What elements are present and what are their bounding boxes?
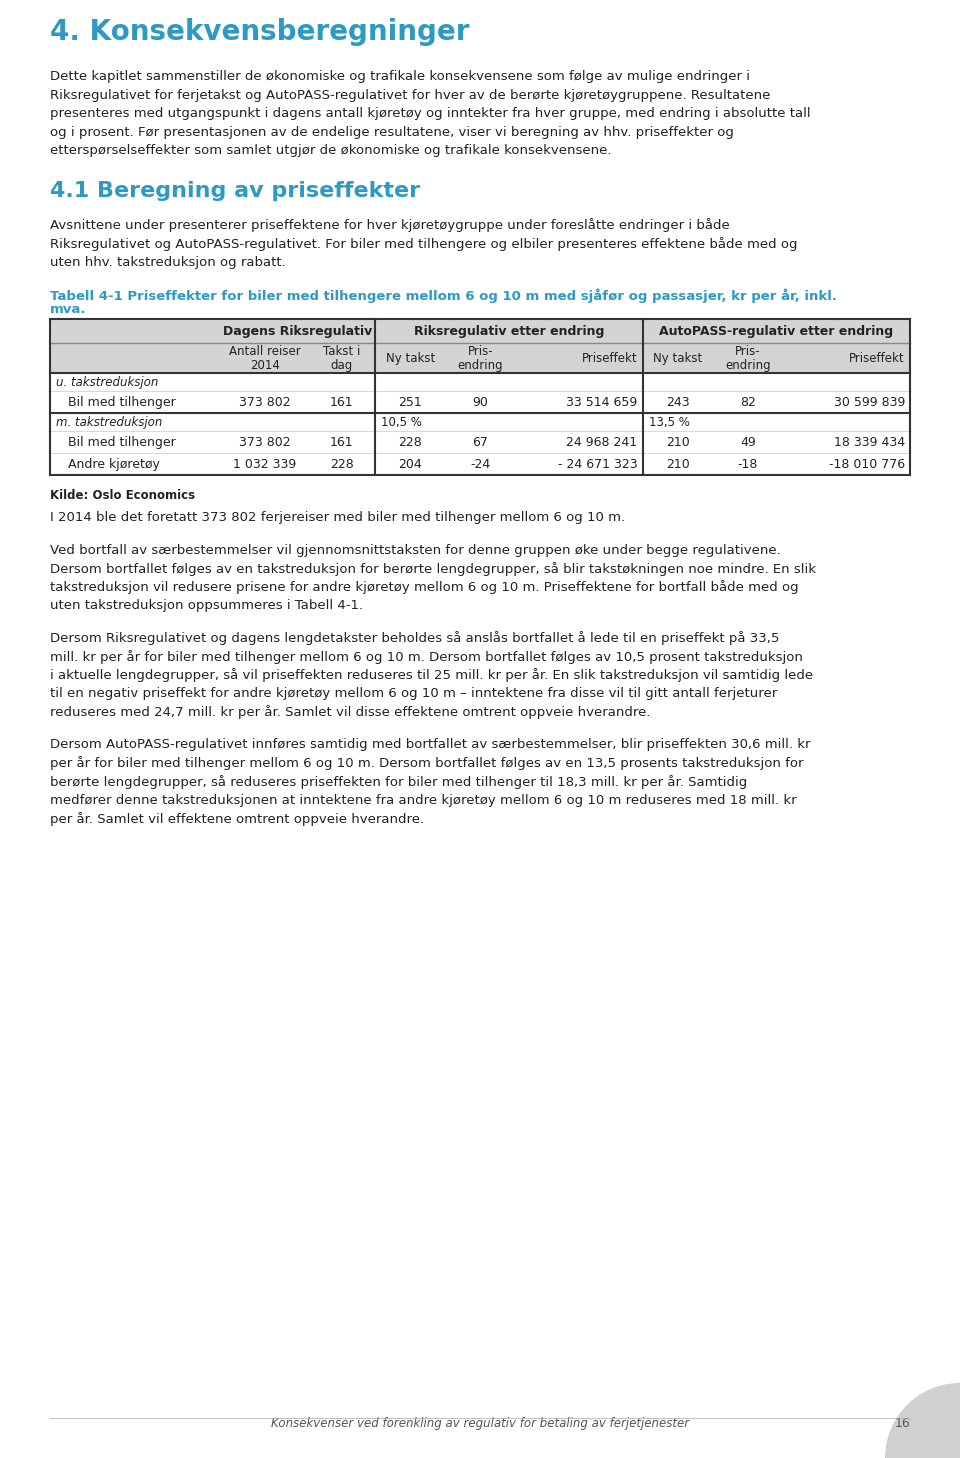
Text: Konsekvenser ved forenkling av regulativ for betaling av ferjetjenester: Konsekvenser ved forenkling av regulativ… [271,1417,689,1430]
Text: Dette kapitlet sammenstiller de økonomiske og trafikale konsekvensene som følge : Dette kapitlet sammenstiller de økonomis… [50,70,750,83]
Text: per år. Samlet vil effektene omtrent oppveie hverandre.: per år. Samlet vil effektene omtrent opp… [50,812,424,827]
Text: 210: 210 [666,436,689,449]
Text: mill. kr per år for biler med tilhenger mellom 6 og 10 m. Dersom bortfallet følg: mill. kr per år for biler med tilhenger … [50,650,803,663]
Text: uten hhv. takstreduksjon og rabatt.: uten hhv. takstreduksjon og rabatt. [50,255,286,268]
Text: 228: 228 [398,436,422,449]
Text: medfører denne takstreduksjonen at inntektene fra andre kjøretøy mellom 6 og 10 : medfører denne takstreduksjonen at innte… [50,793,797,806]
Text: 373 802: 373 802 [239,436,291,449]
Text: takstreduksjon vil redusere prisene for andre kjøretøy mellom 6 og 10 m. Priseff: takstreduksjon vil redusere prisene for … [50,580,799,595]
Text: 13,5 %: 13,5 % [649,416,689,429]
Text: 161: 161 [330,395,353,408]
Text: 210: 210 [666,458,689,471]
Text: Ny takst: Ny takst [653,351,703,364]
Text: u. takstreduksjon: u. takstreduksjon [56,376,158,388]
Text: Pris-: Pris- [468,344,493,357]
Text: Andre kjøretøy: Andre kjøretøy [68,458,160,471]
Text: -18: -18 [738,458,758,471]
Text: Riksregulativ etter endring: Riksregulativ etter endring [414,325,604,337]
Text: Bil med tilhenger: Bil med tilhenger [68,395,176,408]
Text: 30 599 839: 30 599 839 [833,395,905,408]
Text: Bil med tilhenger: Bil med tilhenger [68,436,176,449]
Text: 67: 67 [472,436,489,449]
Text: 4. Konsekvensberegninger: 4. Konsekvensberegninger [50,17,469,47]
Text: 90: 90 [472,395,489,408]
Text: berørte lengdegrupper, så reduseres priseffekten for biler med tilhenger til 18,: berørte lengdegrupper, så reduseres pris… [50,776,747,789]
Text: Pris-: Pris- [735,344,760,357]
Text: i aktuelle lengdegrupper, så vil priseffekten reduseres til 25 mill. kr per år. : i aktuelle lengdegrupper, så vil priseff… [50,669,813,682]
Text: Tabell 4-1 Priseffekter for biler med tilhengere mellom 6 og 10 m med sjåfør og : Tabell 4-1 Priseffekter for biler med ti… [50,289,837,303]
Text: mva.: mva. [50,303,86,316]
Text: per år for biler med tilhenger mellom 6 og 10 m. Dersom bortfallet følges av en : per år for biler med tilhenger mellom 6 … [50,757,804,770]
Text: Dagens Riksregulativ: Dagens Riksregulativ [224,325,372,337]
Text: uten takstreduksjon oppsummeres i Tabell 4-1.: uten takstreduksjon oppsummeres i Tabell… [50,599,363,612]
Text: 161: 161 [330,436,353,449]
Text: endring: endring [725,359,771,372]
Text: Avsnittene under presenterer priseffektene for hver kjøretøygruppe under foreslå: Avsnittene under presenterer priseffekte… [50,219,730,232]
Text: Priseffekt: Priseffekt [850,351,905,364]
Text: AutoPASS-regulativ etter endring: AutoPASS-regulativ etter endring [660,325,894,337]
Wedge shape [885,1384,960,1458]
Text: Dersom AutoPASS-regulativet innføres samtidig med bortfallet av særbestemmelser,: Dersom AutoPASS-regulativet innføres sam… [50,738,810,751]
Text: Ny takst: Ny takst [386,351,435,364]
Text: 1 032 339: 1 032 339 [233,458,297,471]
Text: 16: 16 [895,1417,910,1430]
Text: endring: endring [458,359,503,372]
Text: 49: 49 [740,436,756,449]
Text: - 24 671 323: - 24 671 323 [558,458,637,471]
Bar [50,319,910,343]
Text: 4.1 Beregning av priseffekter: 4.1 Beregning av priseffekter [50,181,420,201]
Text: 204: 204 [398,458,422,471]
Text: Kilde: Oslo Economics: Kilde: Oslo Economics [50,488,195,502]
Text: dag: dag [331,359,353,372]
Text: til en negativ priseffekt for andre kjøretøy mellom 6 og 10 m – inntektene fra d: til en negativ priseffekt for andre kjør… [50,687,778,700]
Text: 18 339 434: 18 339 434 [834,436,905,449]
Text: 243: 243 [666,395,689,408]
Text: Dersom bortfallet følges av en takstreduksjon for berørte lengdegrupper, så blir: Dersom bortfallet følges av en takstredu… [50,561,816,576]
Text: reduseres med 24,7 mill. kr per år. Samlet vil disse effektene omtrent oppveie h: reduseres med 24,7 mill. kr per år. Saml… [50,706,651,719]
Text: Riksregulativet for ferjetakst og AutoPASS-regulativet for hver av de berørte kj: Riksregulativet for ferjetakst og AutoPA… [50,89,770,102]
Text: 10,5 %: 10,5 % [381,416,422,429]
Text: etterspørselseffekter som samlet utgjør de økonomiske og trafikale konsekvensene: etterspørselseffekter som samlet utgjør … [50,144,612,157]
Text: Antall reiser: Antall reiser [228,344,300,357]
Text: 82: 82 [740,395,756,408]
Text: 33 514 659: 33 514 659 [566,395,637,408]
Text: og i prosent. Før presentasjonen av de endelige resultatene, viser vi beregning : og i prosent. Før presentasjonen av de e… [50,125,733,139]
Text: 251: 251 [398,395,422,408]
Text: m. takstreduksjon: m. takstreduksjon [56,416,162,429]
Bar [50,343,910,373]
Text: Riksregulativet og AutoPASS-regulativet. For biler med tilhengere og elbiler pre: Riksregulativet og AutoPASS-regulativet.… [50,238,798,251]
Text: Dersom Riksregulativet og dagens lengdetakster beholdes så anslås bortfallet å l: Dersom Riksregulativet og dagens lengdet… [50,631,780,646]
Text: Priseffekt: Priseffekt [582,351,637,364]
Text: presenteres med utgangspunkt i dagens antall kjøretøy og inntekter fra hver grup: presenteres med utgangspunkt i dagens an… [50,106,810,120]
Text: -24: -24 [470,458,491,471]
Text: -18 010 776: -18 010 776 [828,458,905,471]
Text: 373 802: 373 802 [239,395,291,408]
Text: I 2014 ble det foretatt 373 802 ferjereiser med biler med tilhenger mellom 6 og : I 2014 ble det foretatt 373 802 ferjerei… [50,510,625,523]
Text: Takst i: Takst i [324,344,361,357]
Text: 24 968 241: 24 968 241 [566,436,637,449]
Text: 2014: 2014 [250,359,279,372]
Text: Ved bortfall av særbestemmelser vil gjennomsnittstaksten for denne gruppen øke u: Ved bortfall av særbestemmelser vil gjen… [50,544,780,557]
Text: 228: 228 [330,458,353,471]
